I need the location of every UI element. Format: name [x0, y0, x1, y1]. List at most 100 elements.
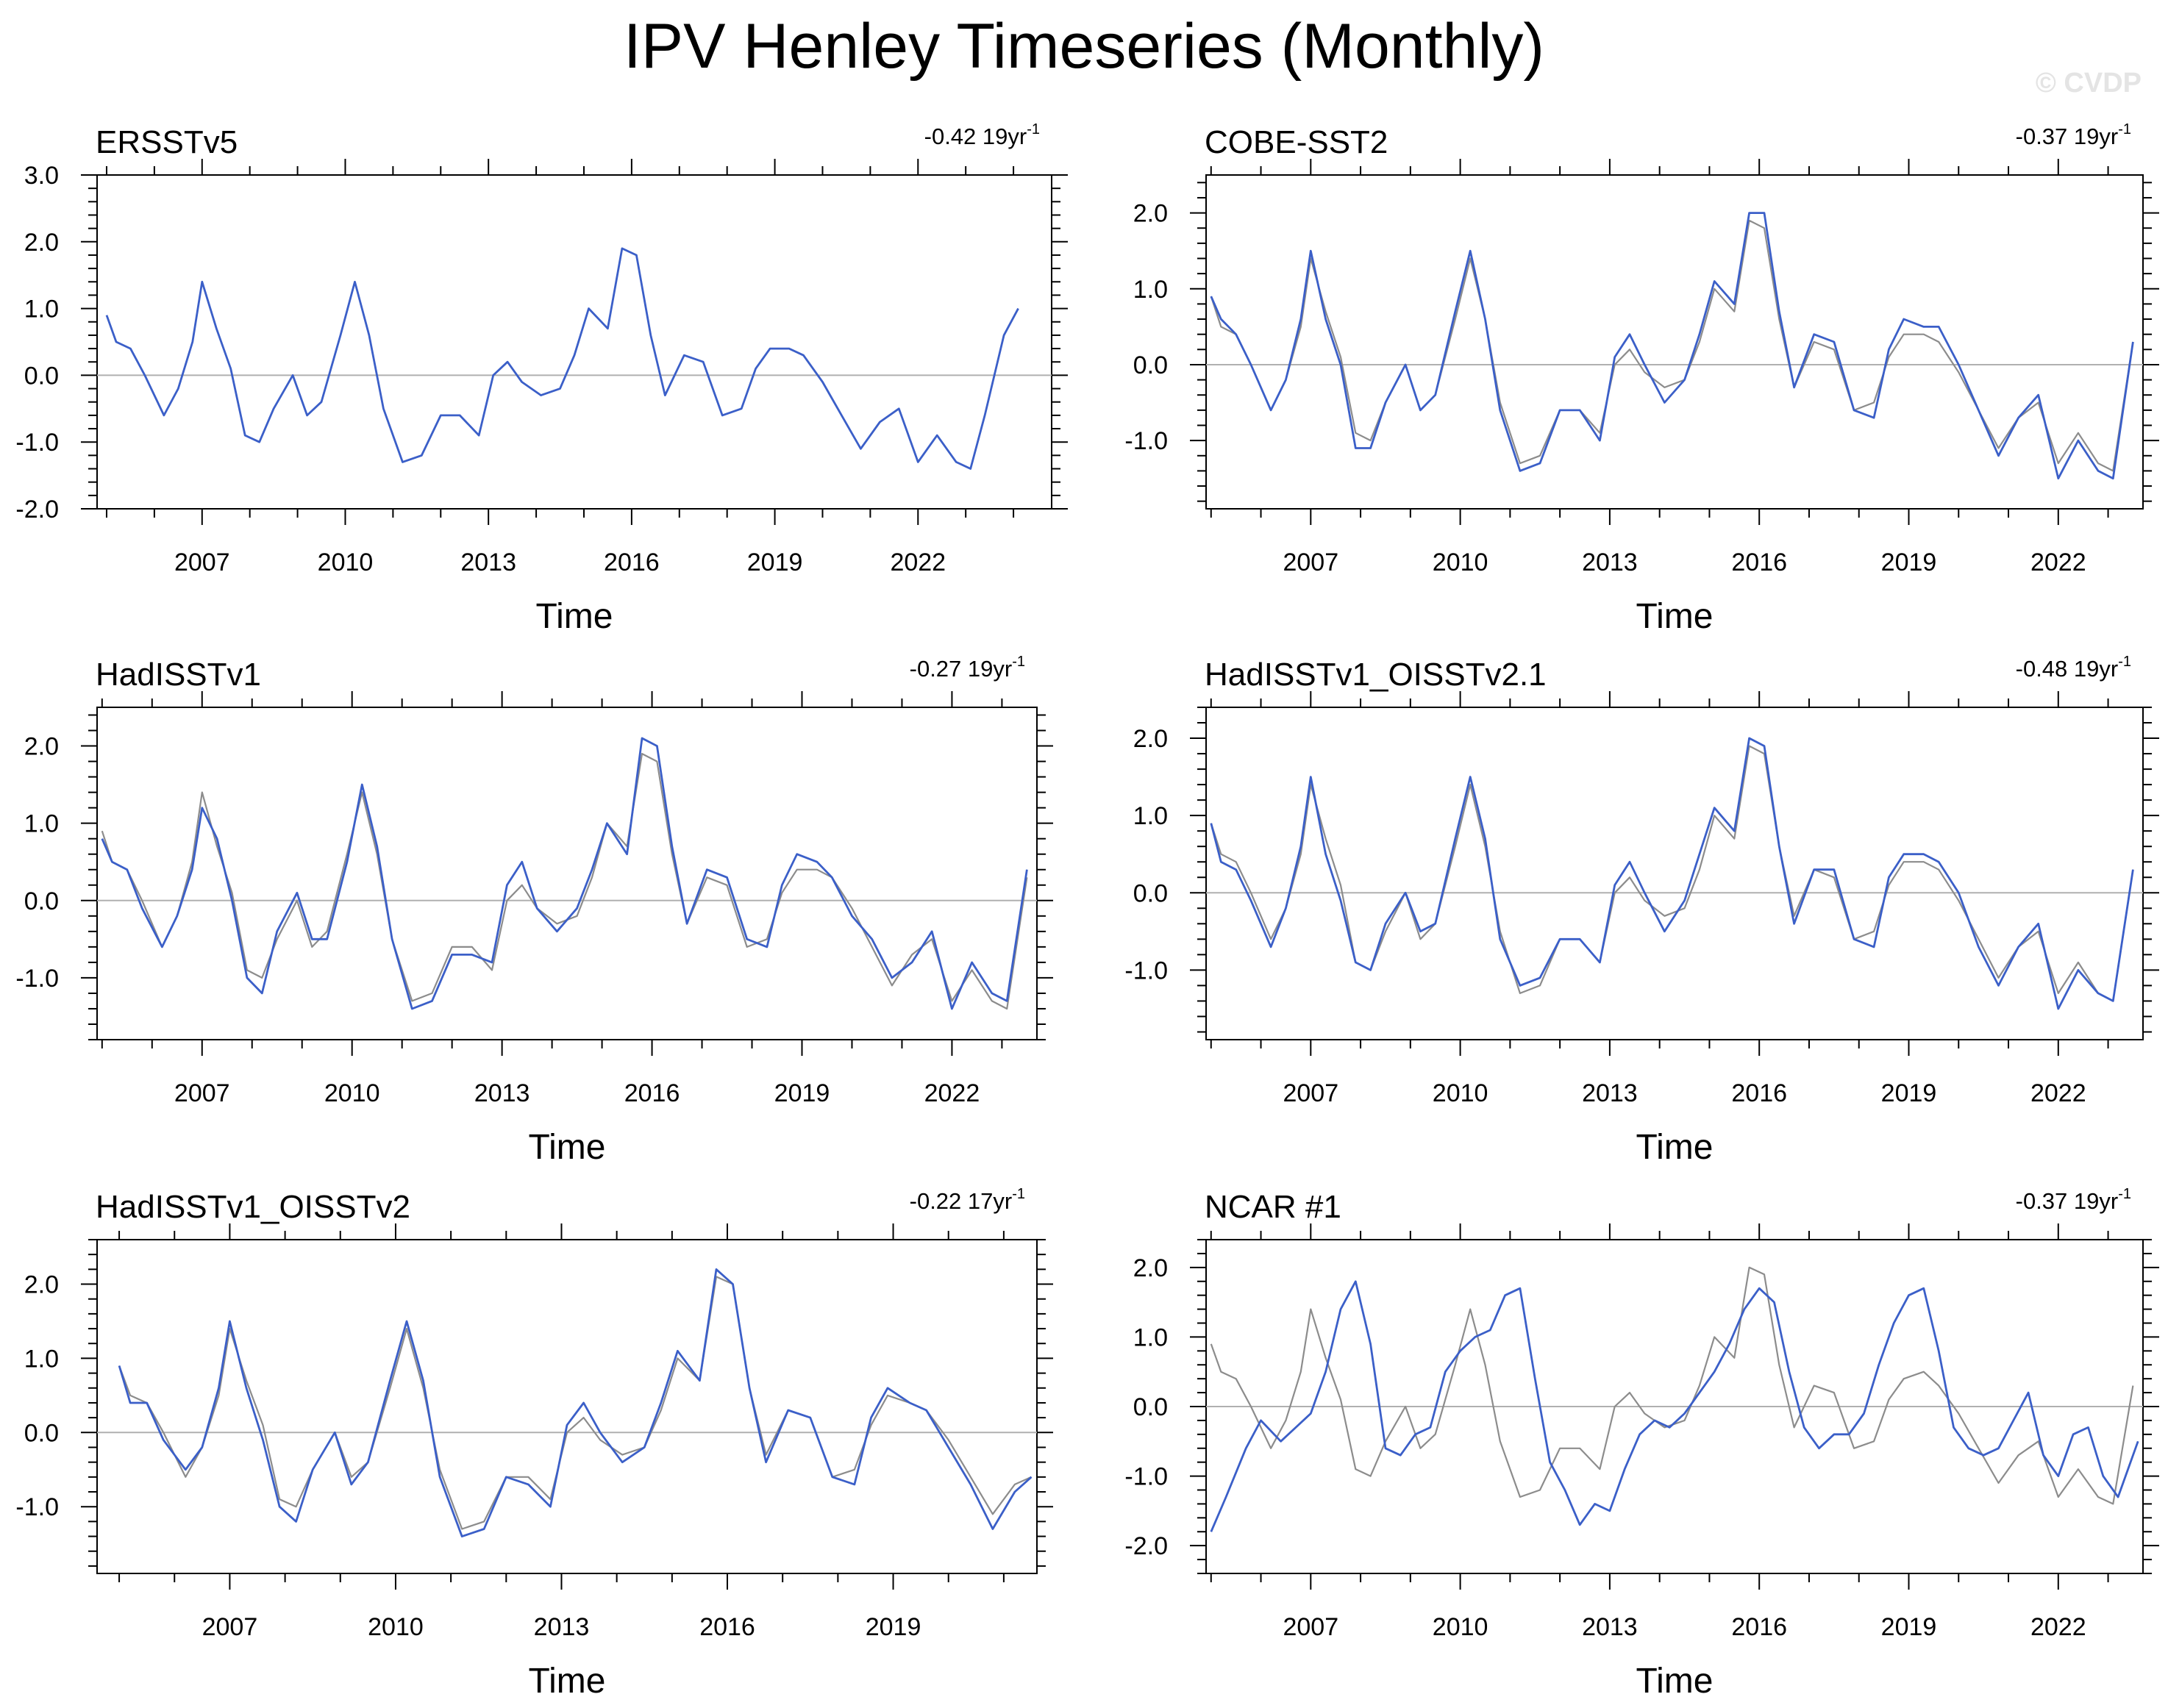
y-tick-label: 1.0 [24, 1345, 59, 1373]
y-tick-label: 0.0 [1133, 351, 1168, 379]
chart-panel: ERSSTv5 -0.42 19yr-1 2007 2010 2013 2016 2019 2… [15, 121, 1068, 636]
y-tick-label: 1.0 [1133, 802, 1168, 830]
x-tick-label: 2016 [699, 1613, 755, 1641]
x-axis-title: Time [1636, 1128, 1714, 1167]
plot-frame [96, 707, 1038, 1040]
x-tick-label: 2013 [1582, 549, 1638, 576]
y-tick-label: 1.0 [24, 810, 59, 838]
trend-unit: -1 [1012, 1186, 1025, 1202]
credit-watermark: © CVDP [2035, 68, 2142, 99]
reference-series-line [1210, 219, 2134, 472]
y-tick-label: 3.0 [24, 162, 59, 190]
trend-label: -0.42 19yr-1 [924, 121, 1040, 149]
x-tick-label: 2007 [1283, 1079, 1338, 1107]
model-series-line [118, 1268, 1033, 1538]
x-tick-label: 2013 [534, 1613, 590, 1641]
x-tick-label: 2010 [1433, 1079, 1488, 1107]
trend-value: -0.48 19yr [2016, 656, 2119, 682]
y-tick-label: 2.0 [24, 229, 59, 257]
x-tick-label: 2010 [1433, 1613, 1488, 1641]
chart-panel: COBE-SST2 -0.37 19yr-1 2007 2010 2013 2016 201… [1124, 121, 2159, 636]
x-tick-label: 2022 [924, 1079, 980, 1107]
x-tick-label: 2007 [1283, 1613, 1338, 1641]
y-tick-label: 1.0 [1133, 276, 1168, 304]
page-title: IPV Henley Timeseries (Monthly) [623, 11, 1545, 82]
plot-frame [1205, 174, 2144, 510]
x-tick-label: 2013 [1582, 1079, 1638, 1107]
x-tick-label: 2016 [1731, 1613, 1787, 1641]
reference-series-line [1210, 1266, 2134, 1505]
y-tick-label: -1.0 [15, 429, 59, 457]
x-tick-label: 2022 [2030, 1613, 2086, 1641]
y-tick-label: 0.0 [24, 1419, 59, 1447]
x-tick-label: 2010 [1433, 549, 1488, 576]
plot-frame [96, 174, 1052, 510]
x-tick-label: 2022 [2030, 549, 2086, 576]
y-tick-label: -2.0 [1124, 1532, 1168, 1560]
y-tick-label: -1.0 [1124, 427, 1168, 455]
panel-title: HadISSTv1 [96, 657, 261, 693]
chart-panel: HadISSTv1_OISSTv2 -0.22 17yr-1 2007 2010 201… [15, 1186, 1053, 1701]
chart-panel: NCAR #1 -0.37 19yr-1 2007 2010 2013 2016 2019 2… [1124, 1186, 2159, 1701]
x-tick-label: 2019 [1881, 549, 1937, 576]
chart-panel: HadISSTv1 -0.27 19yr-1 2007 2010 2013 2016 201… [15, 654, 1053, 1167]
trend-label: -0.27 19yr-1 [910, 654, 1025, 682]
trend-label: -0.37 19yr-1 [2016, 1186, 2131, 1214]
trend-value: -0.42 19yr [924, 124, 1027, 149]
y-tick-label: 2.0 [24, 1271, 59, 1299]
x-tick-label: 2016 [1731, 1079, 1787, 1107]
panel-title: NCAR #1 [1205, 1189, 1341, 1225]
trend-value: -0.22 17yr [910, 1188, 1013, 1214]
trend-label: -0.37 19yr-1 [2016, 121, 2131, 149]
trend-unit: -1 [2118, 121, 2131, 137]
plot-frame [1205, 707, 2144, 1040]
y-tick-label: 2.0 [1133, 200, 1168, 228]
x-tick-label: 2022 [890, 549, 946, 576]
trend-value: -0.37 19yr [2016, 1188, 2119, 1214]
trend-label: -0.22 17yr-1 [910, 1186, 1025, 1214]
model-series-line [101, 737, 1028, 1010]
x-tick-label: 2022 [2030, 1079, 2086, 1107]
x-axis-title: Time [529, 1128, 606, 1167]
x-tick-label: 2007 [1283, 549, 1338, 576]
model-series-line [1210, 1280, 2139, 1532]
x-tick-label: 2019 [1881, 1613, 1937, 1641]
x-tick-label: 2019 [866, 1613, 921, 1641]
x-axis-title: Time [529, 1662, 606, 1701]
x-tick-label: 2019 [747, 549, 803, 576]
y-tick-label: 0.0 [1133, 879, 1168, 907]
chart-panel: HadISSTv1_OISSTv2.1 -0.48 19yr-1 2007 2010 2… [1124, 654, 2159, 1167]
panel-title: ERSSTv5 [96, 124, 238, 160]
y-tick-label: -1.0 [15, 965, 59, 993]
x-tick-label: 2007 [202, 1613, 258, 1641]
y-tick-label: 2.0 [1133, 725, 1168, 753]
y-tick-label: 2.0 [1133, 1254, 1168, 1282]
y-tick-label: -1.0 [1124, 957, 1168, 985]
x-tick-label: 2016 [1731, 549, 1787, 576]
x-tick-label: 2010 [324, 1079, 380, 1107]
y-tick-label: 1.0 [1133, 1323, 1168, 1351]
reference-series-line [1210, 745, 2134, 1002]
trend-unit: -1 [2118, 654, 2131, 670]
y-tick-label: 1.0 [24, 296, 59, 324]
y-tick-label: -1.0 [15, 1493, 59, 1521]
trend-unit: -1 [2118, 1186, 2131, 1202]
trend-value: -0.27 19yr [910, 656, 1013, 682]
x-tick-label: 2010 [318, 549, 374, 576]
x-tick-label: 2013 [460, 549, 516, 576]
trend-unit: -1 [1012, 654, 1025, 670]
panel-title: HadISSTv1_OISSTv2 [96, 1189, 410, 1225]
x-axis-title: Time [536, 597, 613, 636]
y-tick-label: -1.0 [1124, 1463, 1168, 1491]
trend-value: -0.37 19yr [2016, 124, 2119, 149]
x-axis-title: Time [1636, 597, 1714, 636]
x-tick-label: 2010 [368, 1613, 424, 1641]
model-series-line [105, 247, 1019, 470]
model-series-line [1210, 212, 2134, 480]
y-tick-label: 2.0 [24, 733, 59, 761]
x-axis-title: Time [1636, 1662, 1714, 1701]
trend-unit: -1 [1027, 121, 1040, 137]
x-tick-label: 2007 [174, 1079, 230, 1107]
plot-frame [96, 1239, 1038, 1574]
